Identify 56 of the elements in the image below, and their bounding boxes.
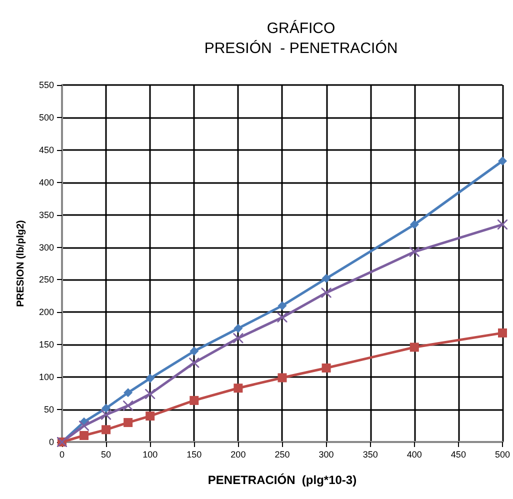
y-tick-label: 500 (38, 112, 54, 122)
point (410, 342, 419, 352)
y-axis-title: PRESION (lb/plg2) (16, 220, 26, 307)
point (410, 220, 419, 230)
x-tick-label: 300 (318, 450, 334, 460)
point (498, 328, 507, 338)
point (321, 288, 332, 298)
x-tick-label: 150 (186, 450, 202, 460)
y-tick-label: 350 (38, 210, 54, 220)
point (102, 425, 111, 434)
y-tick-label: 50 (44, 404, 54, 415)
point (102, 404, 111, 413)
point (498, 156, 507, 166)
x-tick-label: 100 (142, 450, 158, 460)
y-tick-label: 100 (38, 372, 54, 382)
point (123, 400, 134, 411)
chart-subtitle: PRESIÓN - PENETRACIÓN (204, 39, 398, 57)
x-tick-label: 450 (450, 450, 466, 460)
y-tick-label: 150 (38, 340, 54, 350)
x-tick-label: 350 (362, 450, 378, 460)
point (124, 388, 133, 398)
point (190, 346, 199, 356)
y-tick-label: 300 (38, 242, 54, 252)
point (190, 396, 199, 405)
x-tick-label: 50 (101, 450, 112, 460)
x-axis-title: PENETRACIÓN (plg*10-3) (208, 473, 357, 487)
point (497, 220, 508, 230)
point (146, 412, 155, 421)
point (233, 333, 244, 344)
x-tick-label: 500 (494, 450, 510, 460)
point (278, 301, 287, 310)
x-tick-label: 0 (59, 450, 65, 460)
y-tick-label: 250 (38, 274, 54, 285)
point (409, 246, 420, 257)
x-tick-label: 250 (274, 450, 290, 460)
point (146, 374, 155, 383)
y-tick-label: 200 (38, 307, 54, 318)
y-tick-label: 0 (48, 437, 54, 447)
point (80, 431, 89, 440)
point (145, 388, 156, 399)
x-tick-label: 200 (230, 450, 246, 460)
point (234, 324, 243, 333)
y-tick-label: 400 (38, 177, 54, 188)
chart-title: GRÁFICO (266, 19, 336, 37)
point (124, 418, 133, 428)
y-tick-label: 550 (38, 80, 54, 90)
point (277, 312, 288, 322)
point (322, 364, 331, 373)
point (278, 373, 287, 382)
point (234, 384, 243, 393)
point (322, 274, 331, 283)
point (79, 420, 90, 431)
x-tick-label: 400 (406, 450, 422, 460)
point (189, 358, 200, 368)
point (101, 410, 112, 420)
y-tick-label: 450 (38, 144, 54, 155)
